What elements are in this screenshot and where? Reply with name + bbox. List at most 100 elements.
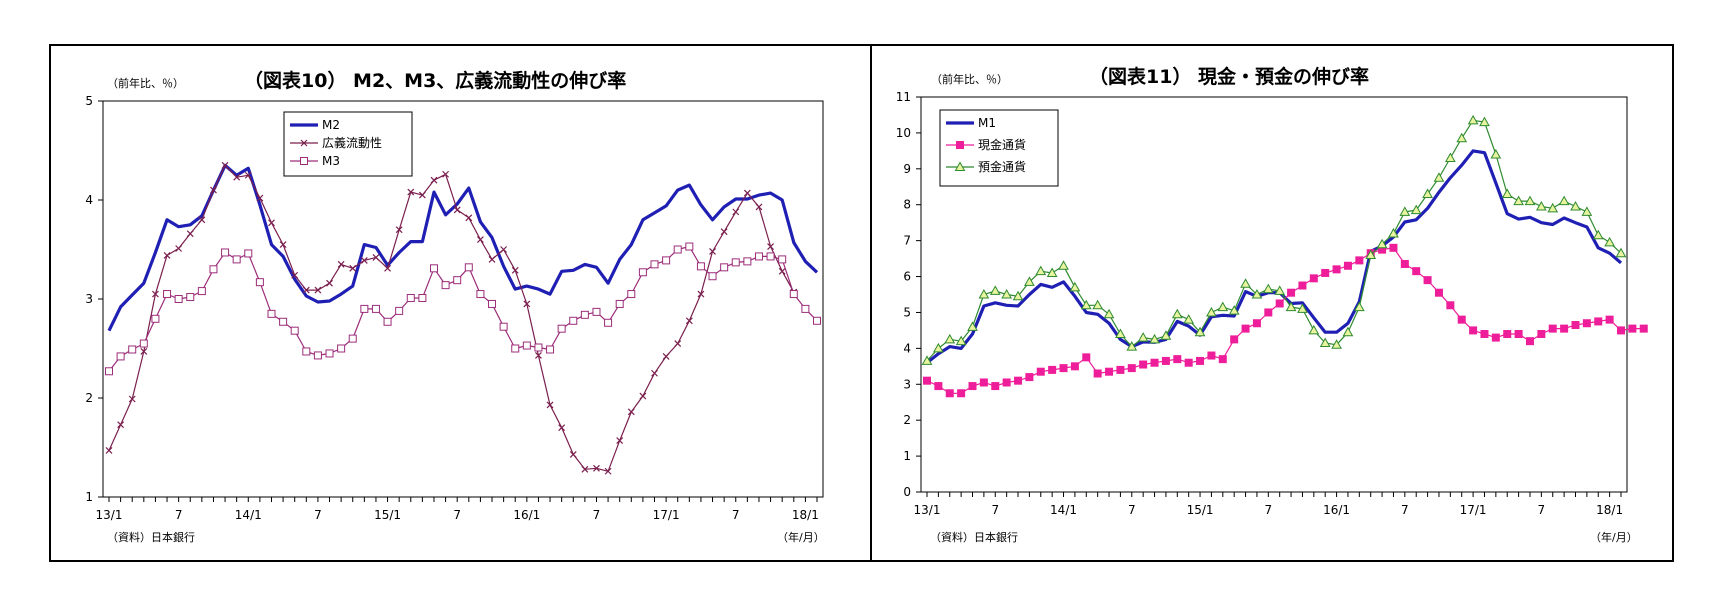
- y-tick-label: 1: [903, 449, 911, 463]
- data-point: [1639, 324, 1648, 333]
- data-point: [1536, 201, 1547, 211]
- y-unit-label: （前年比、％）: [107, 76, 184, 90]
- data-point: [989, 285, 1001, 295]
- data-point: [1343, 261, 1352, 270]
- data-point: [1183, 314, 1195, 324]
- data-point: [673, 245, 682, 254]
- data-point: [1548, 324, 1557, 333]
- data-point: [638, 268, 647, 277]
- data-point: [1014, 376, 1023, 385]
- x-tick-label: 7: [453, 508, 461, 522]
- x-tick-label: 13/1: [96, 508, 123, 522]
- data-point: [1287, 288, 1296, 297]
- data-point: [1127, 364, 1136, 373]
- data-point: [592, 307, 601, 316]
- data-point: [1150, 358, 1159, 367]
- data-point: [1025, 373, 1034, 382]
- data-point: [978, 288, 990, 299]
- y-tick-label: 3: [85, 292, 93, 306]
- data-point: [268, 219, 275, 227]
- data-point: [279, 317, 288, 326]
- data-point: [1036, 367, 1045, 376]
- legend-label: 現金通貨: [978, 137, 1026, 152]
- data-point: [1308, 324, 1320, 335]
- y-tick-label: 9: [903, 162, 911, 176]
- y-tick-label: 2: [85, 391, 93, 405]
- data-point: [1001, 288, 1012, 299]
- data-point: [569, 451, 577, 458]
- data-point: [651, 369, 658, 377]
- data-point: [441, 281, 450, 290]
- data-point: [1048, 365, 1057, 374]
- data-point: [1513, 195, 1524, 206]
- data-point: [1082, 353, 1091, 362]
- chart-title: （図表11） 現金・預金の伸び率: [1089, 65, 1369, 88]
- y-tick-label: 3: [903, 377, 911, 391]
- data-point: [1444, 152, 1456, 163]
- data-point: [244, 249, 253, 258]
- data-point: [105, 447, 113, 454]
- x-tick-label: 17/1: [653, 508, 680, 522]
- x-tick-label: 7: [1128, 503, 1136, 517]
- data-point: [801, 304, 810, 313]
- data-point: [1161, 356, 1170, 365]
- data-point: [1230, 335, 1239, 344]
- data-point: [743, 257, 752, 266]
- data-point: [140, 348, 148, 355]
- legend-label: 預金通貨: [978, 159, 1026, 174]
- data-point: [1490, 148, 1502, 159]
- data-point: [406, 294, 415, 303]
- x-tick-label: 7: [1538, 503, 1546, 517]
- data-point: [1525, 337, 1534, 346]
- data-point: [1024, 276, 1035, 286]
- data-point: [1604, 236, 1615, 247]
- data-point: [921, 355, 933, 365]
- data-point: [395, 226, 403, 234]
- data-point: [1012, 290, 1024, 301]
- data-point: [186, 293, 195, 302]
- data-point: [1251, 288, 1263, 299]
- data-point: [1035, 265, 1047, 276]
- data-point: [1241, 324, 1250, 333]
- data-point: [754, 252, 763, 261]
- data-point: [152, 290, 159, 298]
- data-point: [697, 290, 705, 298]
- data-point: [1399, 206, 1411, 216]
- x-tick-label: 18/1: [792, 508, 819, 522]
- data-point: [1228, 305, 1240, 315]
- data-point: [1173, 355, 1182, 364]
- legend-marker: [956, 141, 964, 149]
- data-point: [116, 352, 125, 361]
- series-line: [107, 163, 819, 332]
- y-tick-label: 5: [903, 305, 911, 319]
- data-point: [1558, 195, 1570, 206]
- data-point: [731, 258, 740, 267]
- data-point: [139, 339, 148, 348]
- data-point: [720, 228, 728, 236]
- data-point: [499, 322, 508, 331]
- data-point: [1342, 326, 1354, 337]
- y-tick-label: 1: [85, 490, 93, 504]
- data-point: [1297, 303, 1308, 313]
- data-point: [1410, 204, 1422, 215]
- data-point: [163, 290, 172, 299]
- legend-label: M2: [322, 118, 340, 132]
- data-point: [1298, 281, 1307, 290]
- data-point: [569, 316, 578, 325]
- data-point: [934, 382, 943, 391]
- x-unit-label: （年/月）: [1590, 530, 1638, 544]
- data-point: [325, 349, 334, 358]
- data-point: [337, 260, 345, 268]
- data-point: [674, 340, 682, 347]
- data-point: [500, 246, 508, 253]
- data-point: [991, 382, 1000, 391]
- y-tick-label: 6: [903, 270, 911, 284]
- y-unit-label: （前年比、％）: [931, 72, 1008, 86]
- data-point: [429, 264, 438, 273]
- series-line: [108, 245, 818, 372]
- data-point: [290, 326, 299, 335]
- legend-marker: [300, 139, 308, 147]
- data-point: [789, 290, 798, 299]
- data-point: [1503, 330, 1512, 338]
- data-point: [1617, 326, 1625, 335]
